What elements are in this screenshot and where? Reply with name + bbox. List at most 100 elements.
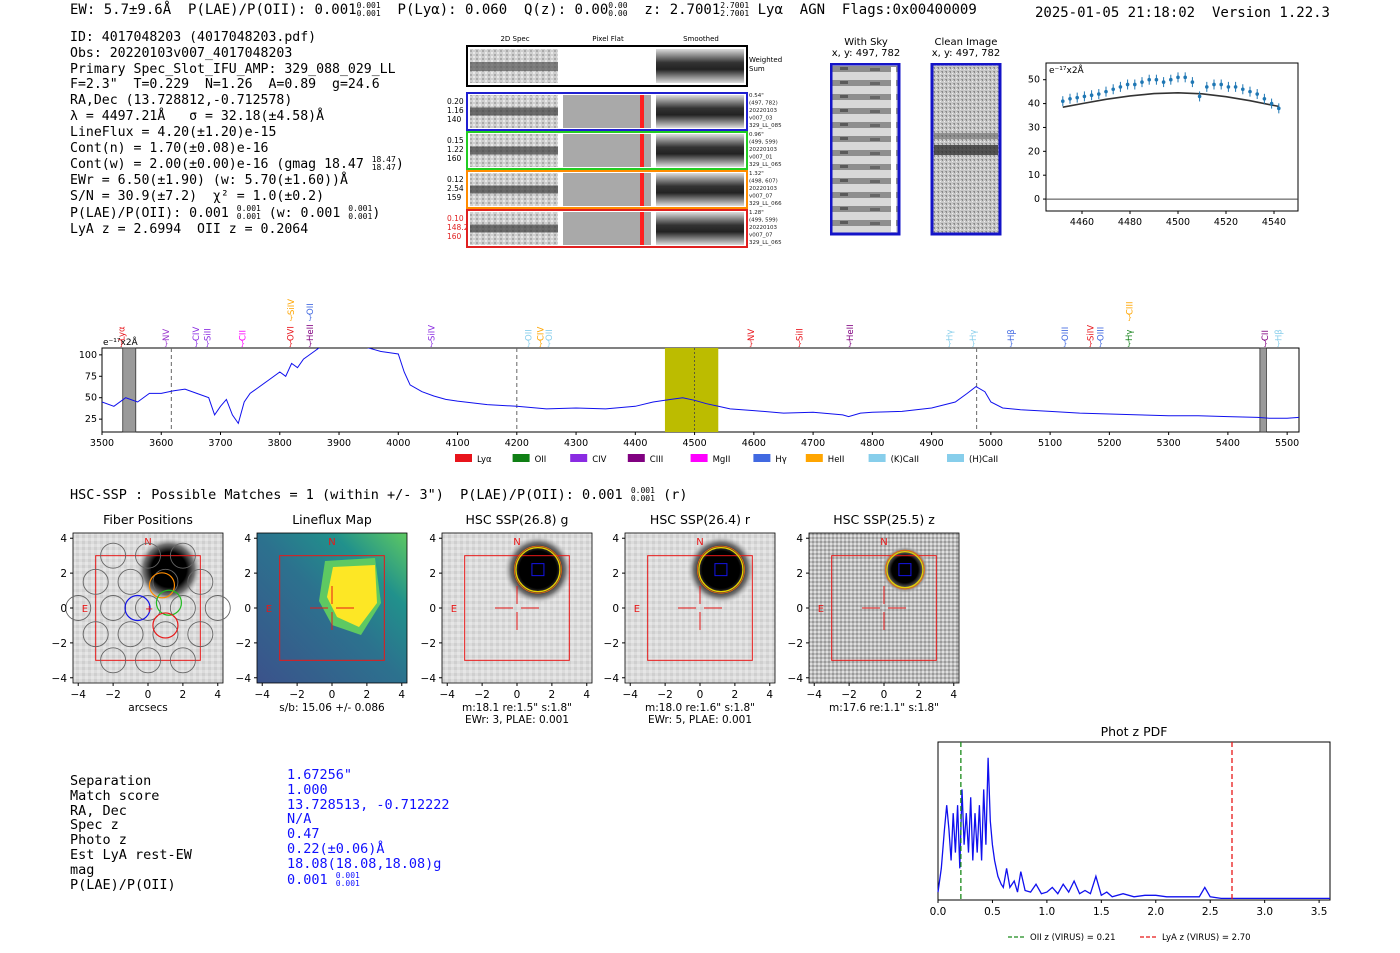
zoom-xtick-label: 4500 bbox=[1166, 217, 1190, 228]
hsc-caption: m:18.0 re:1.6" s:1.8" bbox=[645, 702, 755, 714]
spectrum-line-label: SiIV bbox=[287, 299, 297, 315]
cutout-2d-stripe bbox=[470, 107, 558, 116]
spectrum-line-label: OII bbox=[525, 329, 535, 341]
match-value: 0.47 bbox=[287, 826, 320, 843]
zoom-fit-line bbox=[1062, 91, 1279, 108]
legend-lya-label: LyA z (VIRUS) = 2.70 bbox=[1162, 933, 1251, 943]
cutout-left-label: 0.12 bbox=[447, 175, 464, 184]
zoom-data-point bbox=[1197, 94, 1202, 99]
match-label: P(LAE)/P(OII) bbox=[70, 876, 176, 893]
cutout-right-label: 329_LL_066 bbox=[749, 201, 782, 207]
spectrum-line-brace: } bbox=[429, 340, 433, 348]
cutout-left-label: 148.2 bbox=[447, 223, 469, 232]
zoom-xtick-label: 4520 bbox=[1214, 217, 1238, 228]
hsc-panel: Lineflux Map N E 4 2 0 −2 −4−4 −2 0 2 4 s/b: 15.06 +… bbox=[236, 512, 408, 714]
north-label: N bbox=[144, 537, 151, 548]
zoom-axes-frame bbox=[1045, 62, 1299, 212]
cutout-left-label: 0.15 bbox=[447, 136, 464, 145]
zoom-data-point bbox=[1262, 97, 1267, 101]
header-agn: AGN bbox=[799, 2, 826, 18]
with-sky-title: With Sky bbox=[844, 37, 888, 48]
fiber-circle bbox=[152, 568, 179, 595]
spectrum-ytick-label: 25 bbox=[85, 414, 97, 425]
hsc-xtick-label: −2 bbox=[105, 689, 120, 701]
hsc-ytick-label: −2 bbox=[236, 638, 251, 650]
hsc-caption: s/b: 15.06 +/- 0.086 bbox=[279, 702, 385, 714]
match-plae-sup: 0.001 bbox=[335, 870, 360, 880]
cutout-left-label: 2.54 bbox=[447, 184, 464, 193]
hsc-ytick-label: 0 bbox=[244, 603, 251, 615]
cutout-2d-stripe bbox=[470, 146, 558, 155]
header-version: Version 1.22.3 bbox=[1211, 5, 1330, 21]
match-value: 1.000 bbox=[287, 781, 328, 798]
spectrum-line-label: Hγ bbox=[969, 330, 979, 341]
info-contw-sup: 18.47 bbox=[371, 155, 396, 165]
cutout-flat-red-line bbox=[640, 212, 644, 245]
fiber-circle bbox=[82, 568, 109, 595]
spectrum-line-brace: } bbox=[539, 340, 543, 348]
spectrum-line-label: OVI bbox=[286, 326, 296, 341]
cutout-right-label: 20220103 bbox=[749, 108, 777, 114]
spectrum-xtick-label: 4800 bbox=[860, 438, 884, 449]
legend-swatch bbox=[570, 454, 588, 462]
spectrum-line-label: HeII bbox=[846, 324, 856, 341]
search-box bbox=[831, 555, 937, 661]
spectrum-line-brace: } bbox=[749, 340, 753, 348]
match-value: 1.67256" bbox=[287, 767, 353, 783]
fiber-circle bbox=[204, 595, 231, 621]
hsc-xtick-label: −4 bbox=[70, 689, 86, 701]
spectrum-line-brace: } bbox=[1063, 340, 1067, 348]
match-center-box bbox=[531, 563, 545, 577]
spectrum-line-brace: } bbox=[1276, 340, 1280, 348]
hsc-xtick-label: 0 bbox=[514, 689, 521, 701]
search-box bbox=[647, 555, 753, 661]
zoom-data-point bbox=[1104, 89, 1108, 94]
cutout-smoothed-image bbox=[656, 95, 744, 128]
spectrum-line-brace: } bbox=[240, 340, 244, 348]
info-sn: S/N = 30.9(±7.2) χ² = 1.0(±0.2) bbox=[70, 188, 325, 204]
hsc-xtick-label: 2 bbox=[364, 689, 371, 701]
fiber-circle bbox=[152, 621, 179, 648]
hsc-ytick-label: 2 bbox=[612, 568, 619, 580]
cutout-left-label: 140 bbox=[447, 115, 462, 124]
cutout-flat-image bbox=[563, 212, 651, 245]
cutout-right-label: 329_LL_085 bbox=[749, 123, 782, 129]
weighted-smoothed bbox=[656, 49, 744, 83]
cutout-2d-stripe bbox=[470, 224, 558, 233]
hsc-xtick-label: −2 bbox=[289, 689, 304, 701]
zoom-data-point bbox=[1269, 101, 1274, 106]
photz-title: Phot z PDF bbox=[1101, 724, 1168, 739]
hsc-panel-image bbox=[442, 533, 592, 683]
hsc-xtick-label: 0 bbox=[329, 689, 336, 701]
info-plae-w-sub: 0.001 bbox=[348, 211, 373, 221]
spectrum-line-label: CIII bbox=[1126, 302, 1136, 315]
photz-axes-frame bbox=[937, 741, 1331, 901]
match-value-plae: 0.001 0.001 0.001 bbox=[287, 870, 450, 887]
spectrum-line-brace: } bbox=[1088, 340, 1092, 348]
hsc-ytick-label: 2 bbox=[60, 568, 67, 580]
spectrum-line-brace: } bbox=[971, 340, 975, 348]
fiber-circle bbox=[117, 621, 144, 648]
fiber-center-marker: + bbox=[145, 604, 153, 615]
match-table-values: 1.67256" 1.000 13.728513, -0.712222 N/A 0.47… bbox=[287, 767, 450, 887]
spectrum-xtick-label: 3700 bbox=[208, 438, 232, 449]
match-ellipse bbox=[515, 546, 561, 593]
fiber-circle bbox=[135, 595, 161, 621]
info-plae: P(LAE)/P(OII): 0.001 0.001 0.001 (w: 0.00… bbox=[70, 204, 404, 222]
spectrum-xtick-label: 4600 bbox=[742, 438, 766, 449]
north-label: N bbox=[696, 537, 703, 548]
hsc-panel: HSC SSP(26.4) r N E 4 2 0 −2 −4−4 −2 0 2 4 m:18.0 re… bbox=[604, 512, 776, 726]
legend-swatch bbox=[690, 454, 708, 462]
zoom-data-point bbox=[1154, 77, 1159, 82]
legend-label: (H)CaII bbox=[969, 455, 998, 465]
info-block: ID: 4017048203 (4017048203.pdf) Obs: 202… bbox=[70, 30, 404, 237]
cutout-right-label: v007_01 bbox=[749, 155, 773, 161]
fiber-circle bbox=[100, 542, 127, 569]
clean-image-stripe bbox=[934, 145, 998, 155]
info-ewr: EWr = 6.50(±1.90) (w: 5.70(±1.60))Å bbox=[70, 173, 348, 189]
hsc-caption: m:18.1 re:1.5" s:1.8" bbox=[462, 702, 572, 714]
hsc-xtick-label: 2 bbox=[180, 689, 187, 701]
zoom-data-point bbox=[1147, 77, 1151, 82]
legend-swatch bbox=[753, 454, 771, 462]
legend-oii-label: OII z (VIRUS) = 0.21 bbox=[1030, 933, 1116, 943]
